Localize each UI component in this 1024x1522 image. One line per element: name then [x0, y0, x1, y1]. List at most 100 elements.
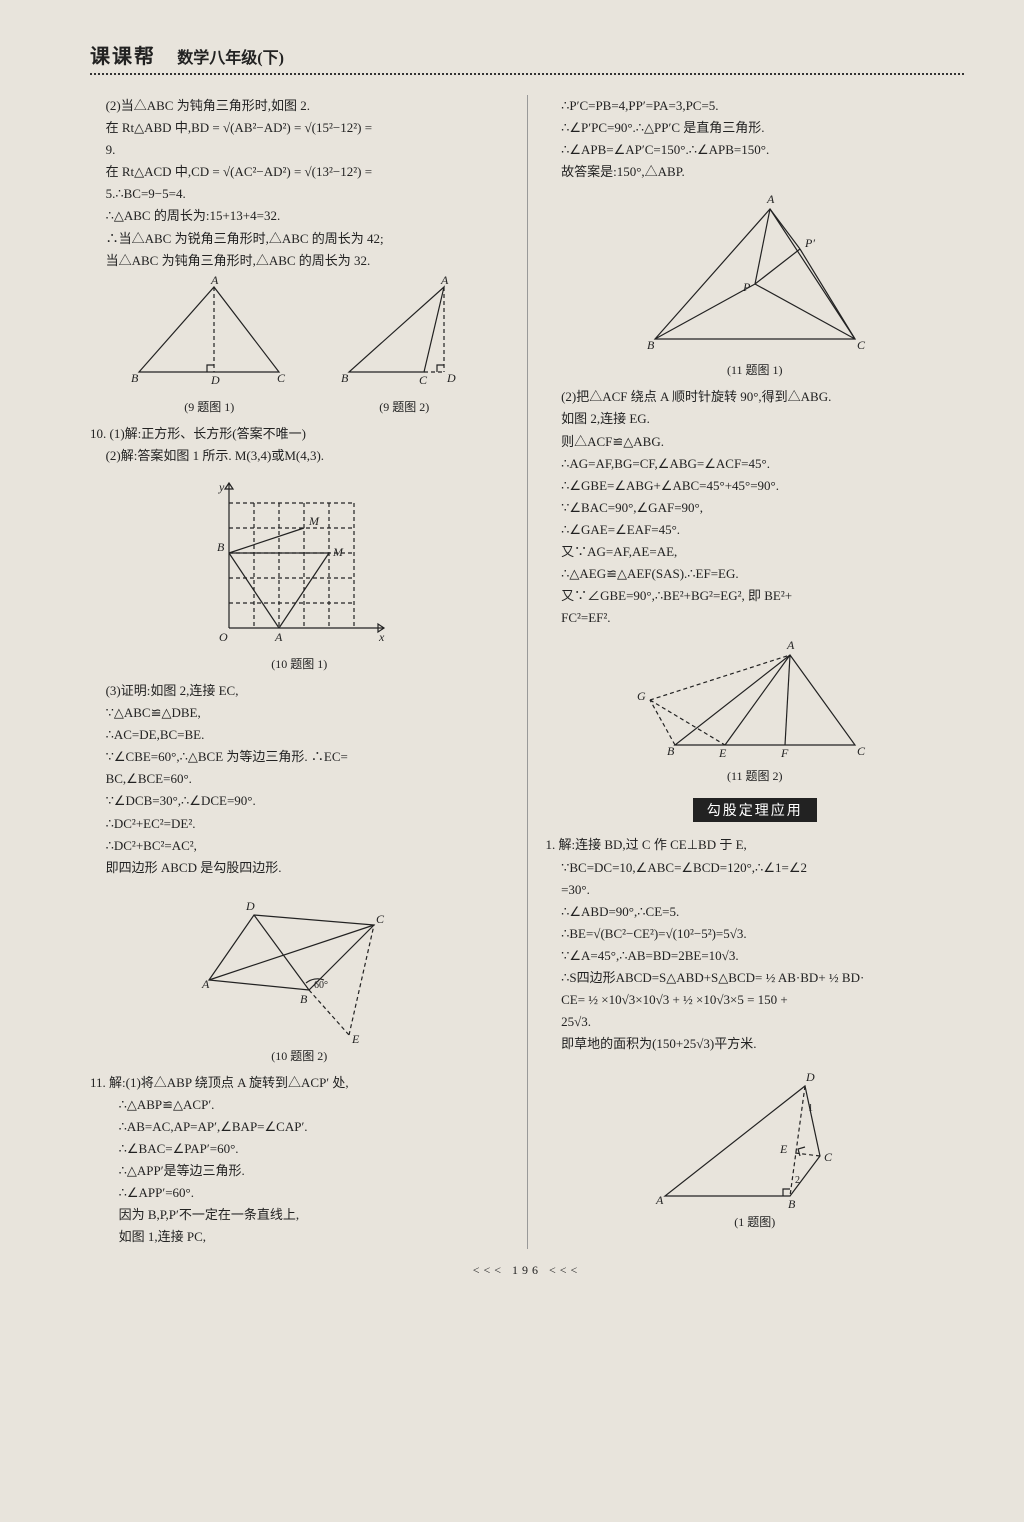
text-line: (2)解:答案如图 1 所示. M(3,4)或M(4,3).: [90, 445, 509, 467]
text-line: ∵∠BAC=90°,∠GAF=90°,: [546, 497, 965, 519]
text-line: CE= ½ ×10√3×10√3 + ½ ×10√3×5 = 150 +: [546, 989, 965, 1011]
svg-text:x: x: [378, 630, 385, 644]
section-banner-wrap: 勾股定理应用: [546, 792, 965, 828]
svg-text:D: D: [210, 373, 220, 387]
svg-text:1: 1: [808, 1103, 813, 1114]
figure-11-1: A B C P P′: [546, 189, 965, 359]
text-line: 当△ABC 为钝角三角形时,△ABC 的周长为 32.: [90, 250, 509, 272]
figure-9-2: A B C D (9 题图 2): [329, 272, 479, 423]
svg-text:B: B: [217, 540, 225, 554]
text-line: ∴∠GBE=∠ABG+∠ABC=45°+45°=90°.: [546, 475, 965, 497]
svg-text:D: D: [805, 1070, 815, 1084]
svg-text:B: B: [300, 992, 308, 1006]
svg-text:C: C: [376, 912, 385, 926]
text-line: 5.∴BC=9−5=4.: [90, 183, 509, 205]
svg-text:E: E: [351, 1032, 360, 1045]
text-line: ∴△AEG≌△AEF(SAS).∴EF=EG.: [546, 563, 965, 585]
text-line: ∵∠A=45°,∴AB=BD=2BE=10√3.: [546, 945, 965, 967]
caption: (10 题图 2): [90, 1047, 509, 1064]
text-line: 即草地的面积为(150+25√3)平方米.: [546, 1033, 965, 1055]
svg-text:C: C: [277, 371, 286, 385]
svg-text:E: E: [718, 746, 727, 760]
svg-text:M: M: [332, 545, 344, 559]
text-line: ∴∠GAE=∠EAF=45°.: [546, 519, 965, 541]
text-line: ∴△ABP≌△ACP′.: [90, 1094, 509, 1116]
text-line: 9.: [90, 139, 509, 161]
caption: (11 题图 1): [546, 361, 965, 378]
svg-text:E: E: [779, 1142, 788, 1156]
text-line: ∴DC²+EC²=DE².: [90, 813, 509, 835]
text-line: ∵△ABC≌△DBE,: [90, 702, 509, 724]
text-line: BC,∠BCE=60°.: [90, 768, 509, 790]
svg-text:D: D: [446, 371, 456, 385]
text-line: 故答案是:150°,△ABP.: [546, 161, 965, 183]
text-line: 25√3.: [546, 1011, 965, 1033]
figure-10-2: A D C B E 60°: [90, 885, 509, 1045]
caption: (1 题图): [546, 1213, 965, 1230]
text-line: ∴∠ABD=90°,∴CE=5.: [546, 901, 965, 923]
text-line: 则△ACF≌△ABG.: [546, 431, 965, 453]
svg-text:C: C: [857, 744, 866, 758]
svg-text:B: B: [667, 744, 675, 758]
text-line: 即四边形 ABCD 是勾股四边形.: [90, 857, 509, 879]
page-number: <<< 196 <<<: [90, 1263, 964, 1278]
page: 课课帮 数学八年级(下) (2)当△ABC 为钝角三角形时,如图 2. 在 Rt…: [0, 0, 1024, 1522]
svg-text:B: B: [131, 371, 139, 385]
svg-text:2: 2: [795, 1175, 800, 1186]
svg-text:M: M: [308, 514, 320, 528]
text-line: ∴△ABC 的周长为:15+13+4=32.: [90, 205, 509, 227]
svg-text:C: C: [857, 338, 866, 352]
caption: (9 题图 2): [329, 398, 479, 415]
text-line: ∴P′C=PB=4,PP′=PA=3,PC=5.: [546, 95, 965, 117]
svg-text:A: A: [210, 273, 219, 287]
text-line: 又∵AG=AF,AE=AE,: [546, 541, 965, 563]
svg-text:C: C: [824, 1150, 833, 1164]
svg-text:A: A: [655, 1193, 664, 1207]
svg-text:60°: 60°: [314, 980, 328, 991]
text-line: (3)证明:如图 2,连接 EC,: [90, 680, 509, 702]
svg-text:A: A: [440, 273, 449, 287]
svg-text:C: C: [419, 373, 428, 387]
text-line: ∵BC=DC=10,∠ABC=∠BCD=120°,∴∠1=∠2: [546, 857, 965, 879]
text-line: ∴当△ABC 为锐角三角形时,△ABC 的周长为 42;: [90, 228, 509, 250]
text-line: (2)把△ACF 绕点 A 顺时针旋转 90°,得到△ABG.: [546, 386, 965, 408]
svg-text:A: A: [766, 192, 775, 206]
text-line: ∵∠CBE=60°,∴△BCE 为等边三角形. ∴EC=: [90, 746, 509, 768]
text-line: ∴AG=AF,BG=CF,∠ABG=∠ACF=45°.: [546, 453, 965, 475]
figure-9-pair: A B C D (9 题图 1) A B C: [90, 272, 509, 423]
text-line: ∴DC²+BC²=AC²,: [90, 835, 509, 857]
svg-text:y: y: [218, 480, 225, 494]
text-line: =30°.: [546, 879, 965, 901]
figure-1: A B C D E 1 2: [546, 1061, 965, 1211]
svg-text:B: B: [341, 371, 349, 385]
section-banner: 勾股定理应用: [693, 798, 817, 822]
header-main: 课课帮: [90, 46, 156, 68]
text-line: 在 Rt△ABD 中,BD = √(AB²−AD²) = √(15²−12²) …: [90, 117, 509, 139]
svg-text:B: B: [788, 1197, 796, 1211]
text-line: ∴∠APP′=60°.: [90, 1182, 509, 1204]
header-sub: 数学八年级(下): [177, 50, 284, 67]
text-line: ∴△APP′是等边三角形.: [90, 1160, 509, 1182]
text-line: 10. (1)解:正方形、长方形(答案不唯一): [90, 423, 509, 445]
text-line: ∴∠BAC=∠PAP′=60°.: [90, 1138, 509, 1160]
svg-text:F: F: [780, 746, 789, 760]
text-line: ∴AB=AC,AP=AP′,∠BAP=∠CAP′.: [90, 1116, 509, 1138]
svg-text:A: A: [274, 630, 283, 644]
left-column: (2)当△ABC 为钝角三角形时,如图 2. 在 Rt△ABD 中,BD = √…: [90, 95, 509, 1249]
figure-10-1: B M M A O x y: [90, 473, 509, 653]
text-line: 又∵∠GBE=90°,∴BE²+BG²=EG², 即 BE²+: [546, 585, 965, 607]
text-line: (2)当△ABC 为钝角三角形时,如图 2.: [90, 95, 509, 117]
figure-11-2: A B C E F G: [546, 635, 965, 765]
text-line: 11. 解:(1)将△ABP 绕顶点 A 旋转到△ACP′ 处,: [90, 1072, 509, 1094]
right-column: ∴P′C=PB=4,PP′=PA=3,PC=5. ∴∠P′PC=90°.∴△PP…: [546, 95, 965, 1249]
svg-text:A: A: [201, 977, 210, 991]
text-line: 如图 1,连接 PC,: [90, 1226, 509, 1248]
svg-text:P: P: [742, 280, 751, 294]
svg-text:O: O: [219, 630, 228, 644]
svg-text:B: B: [647, 338, 655, 352]
svg-text:A: A: [786, 638, 795, 652]
text-line: ∴BE=√(BC²−CE²)=√(10²−5²)=5√3.: [546, 923, 965, 945]
text-line: 因为 B,P,P′不一定在一条直线上,: [90, 1204, 509, 1226]
svg-text:D: D: [245, 899, 255, 913]
columns: (2)当△ABC 为钝角三角形时,如图 2. 在 Rt△ABD 中,BD = √…: [90, 95, 964, 1249]
